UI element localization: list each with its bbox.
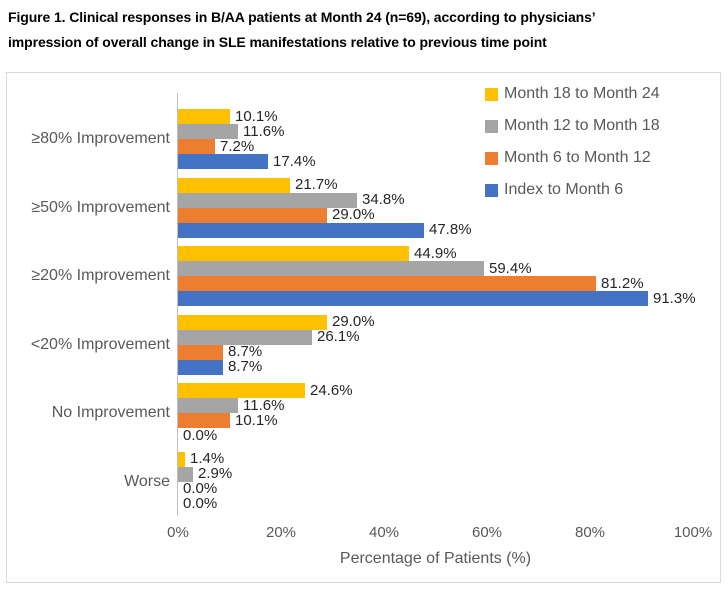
x-tick-label: 20% — [265, 524, 297, 541]
bar-month-6-to-month-12 — [178, 139, 215, 155]
x-tick-label: 80% — [574, 524, 606, 541]
value-axis-title: Percentage of Patients (%) — [339, 550, 532, 567]
data-label: 0.0% — [183, 426, 218, 444]
legend-label: Month 18 to Month 24 — [504, 85, 660, 102]
bar-month-6-to-month-12 — [178, 207, 327, 223]
data-label: 7.2% — [220, 137, 255, 155]
data-label: 8.7% — [228, 358, 263, 376]
bar-month-6-to-month-12 — [178, 344, 223, 360]
data-label: 10.1% — [235, 107, 278, 125]
bar-month-18-to-month-24 — [178, 451, 185, 467]
bar-month-12-to-month-18 — [178, 192, 357, 208]
bar-index-to-month-6 — [178, 154, 268, 170]
category-label-no-improvement: No Improvement — [51, 404, 170, 422]
data-label: 8.7% — [228, 343, 263, 361]
legend-swatch-icon — [485, 183, 498, 197]
chart-area: Percentage of Patients (%) ≥80% Improvem… — [6, 72, 721, 583]
category-label-20-improvement: <20% Improvement — [30, 335, 170, 353]
data-label: 0.0% — [183, 480, 218, 498]
bar-month-12-to-month-18 — [178, 466, 193, 482]
bar-month-6-to-month-12 — [178, 413, 230, 429]
legend-item-index-to-month-6: Index to Month 6 — [485, 181, 623, 199]
bar-month-18-to-month-24 — [178, 246, 409, 262]
bar-index-to-month-6 — [178, 359, 223, 375]
bar-month-18-to-month-24 — [178, 177, 290, 193]
x-tick-label: 40% — [368, 524, 400, 541]
bar-month-12-to-month-18 — [178, 398, 238, 414]
bar-month-12-to-month-18 — [178, 329, 312, 345]
category-label-worse: Worse — [124, 472, 170, 490]
data-label: 44.9% — [414, 244, 457, 262]
data-label: 10.1% — [235, 411, 278, 429]
legend-swatch-icon — [485, 151, 498, 165]
data-label: 11.6% — [243, 396, 285, 414]
x-tick-label: 100% — [673, 524, 713, 541]
data-label: 91.3% — [653, 289, 696, 307]
data-label: 59.4% — [489, 259, 532, 277]
data-label: 17.4% — [273, 152, 316, 170]
data-label: 29.0% — [332, 206, 375, 224]
x-tick-label: 0% — [167, 524, 189, 541]
data-label: 26.1% — [317, 328, 360, 346]
legend-item-month-12-to-month-18: Month 12 to Month 18 — [485, 117, 660, 135]
legend-swatch-icon — [485, 119, 498, 133]
bar-index-to-month-6 — [178, 222, 424, 238]
category-label-50-improvement: ≥50% Improvement — [31, 198, 170, 216]
legend-label: Month 12 to Month 18 — [504, 117, 660, 134]
figure-title-line1: Figure 1. Clinical responses in B/AA pat… — [8, 9, 596, 25]
bar-month-6-to-month-12 — [178, 276, 596, 292]
figure-title-line2: impression of overall change in SLE mani… — [8, 34, 547, 50]
bar-index-to-month-6 — [178, 291, 648, 307]
figure-title: Figure 1. Clinical responses in B/AA pat… — [8, 5, 724, 55]
data-label: 81.2% — [601, 274, 644, 292]
data-label: 0.0% — [183, 495, 218, 513]
legend-label: Index to Month 6 — [504, 181, 624, 198]
bar-month-12-to-month-18 — [178, 261, 484, 277]
category-label-20-improvement: ≥20% Improvement — [31, 267, 170, 285]
legend-swatch-icon — [485, 87, 498, 101]
data-label: 29.0% — [332, 313, 375, 331]
legend-label: Month 6 to Month 12 — [504, 149, 651, 166]
data-label: 1.4% — [190, 450, 225, 468]
bar-month-18-to-month-24 — [178, 383, 305, 399]
bar-month-12-to-month-18 — [178, 124, 238, 140]
data-label: 47.8% — [429, 221, 472, 239]
data-label: 2.9% — [198, 465, 233, 483]
category-axis-line — [177, 93, 178, 516]
legend-item-month-6-to-month-12: Month 6 to Month 12 — [485, 149, 651, 167]
category-label-80-improvement: ≥80% Improvement — [31, 130, 170, 148]
data-label: 21.7% — [295, 176, 338, 194]
data-label: 24.6% — [310, 381, 353, 399]
legend-item-month-18-to-month-24: Month 18 to Month 24 — [485, 85, 660, 103]
data-label: 11.6% — [243, 122, 285, 140]
data-label: 34.8% — [362, 191, 405, 209]
bar-month-18-to-month-24 — [178, 109, 230, 125]
bar-month-18-to-month-24 — [178, 314, 327, 330]
x-tick-label: 60% — [471, 524, 503, 541]
